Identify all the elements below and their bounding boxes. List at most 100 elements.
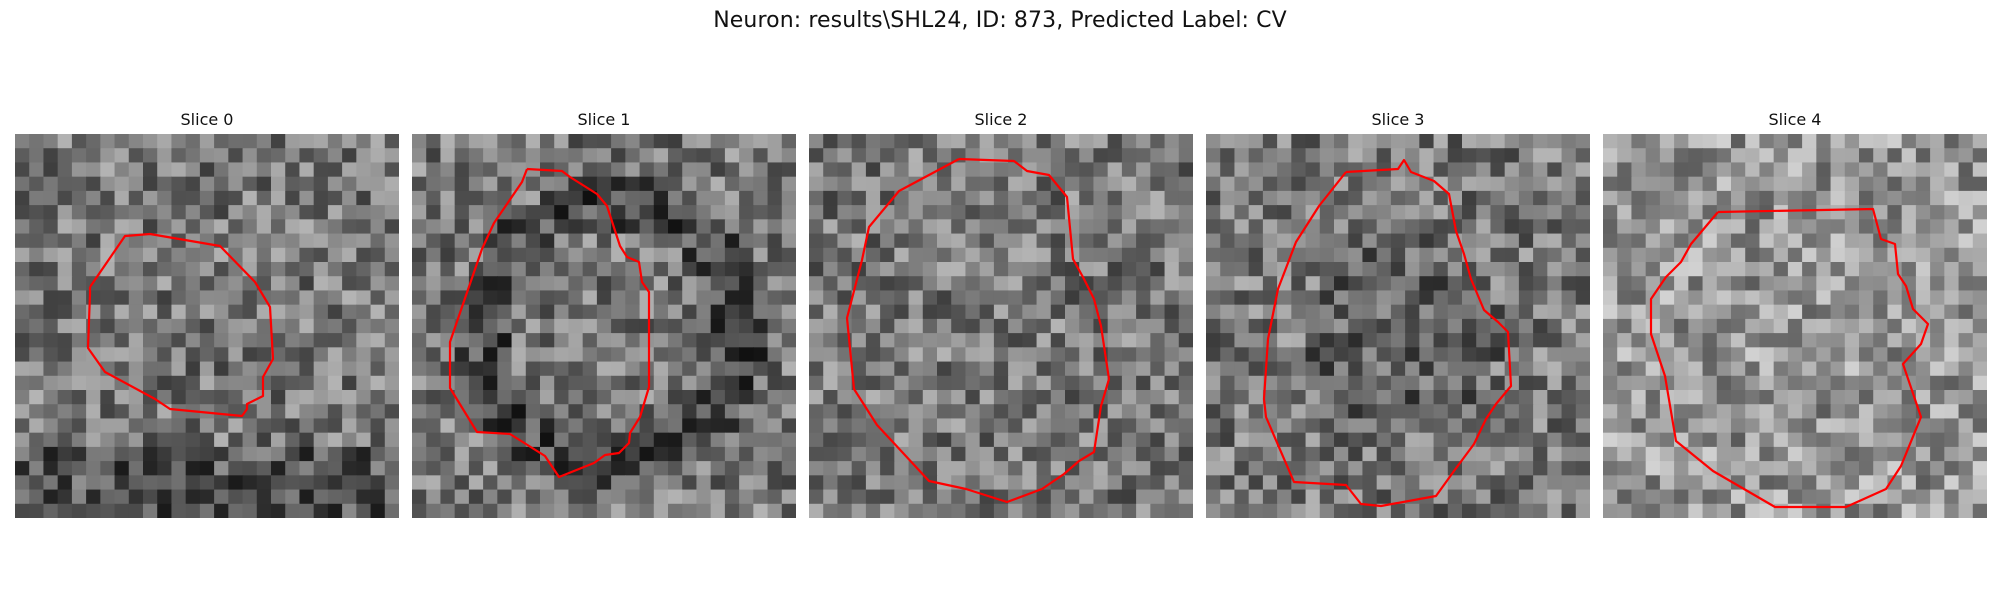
pixel-cell xyxy=(582,361,598,377)
pixel-cell xyxy=(1745,503,1761,518)
pixel-cell xyxy=(582,262,598,277)
pixel-cell xyxy=(1107,262,1123,277)
pixel-cell xyxy=(1121,432,1137,448)
pixel-cell xyxy=(1433,176,1449,192)
pixel-cell xyxy=(1561,318,1577,334)
pixel-cell xyxy=(880,290,895,306)
pixel-cell xyxy=(653,475,669,491)
pixel-cell xyxy=(753,162,769,178)
pixel-cell xyxy=(100,361,116,377)
pixel-cell xyxy=(1745,432,1761,448)
pixel-cell xyxy=(128,190,144,206)
pixel-cell xyxy=(497,390,513,405)
pixel-cell xyxy=(753,333,769,348)
pixel-cell xyxy=(554,205,570,220)
pixel-cell xyxy=(1802,219,1817,235)
pixel-cell xyxy=(1830,347,1846,363)
pixel-cell xyxy=(1022,446,1038,462)
pixel-cell xyxy=(214,247,229,263)
pixel-cell xyxy=(1915,304,1931,320)
pixel-cell xyxy=(554,148,570,164)
pixel-cell xyxy=(128,205,144,220)
pixel-cell xyxy=(1901,190,1917,206)
pixel-cell xyxy=(1206,162,1221,178)
pixel-cell xyxy=(1234,361,1250,377)
pixel-cell xyxy=(1944,205,1960,220)
pixel-cell xyxy=(710,404,726,420)
pixel-cell xyxy=(228,219,244,235)
pixel-cell xyxy=(1603,290,1618,306)
pixel-cell xyxy=(185,475,201,491)
pixel-cell xyxy=(57,276,73,292)
pixel-cell xyxy=(1659,162,1675,178)
pixel-cell xyxy=(1262,461,1278,476)
pixel-cell xyxy=(767,432,783,448)
pixel-cell xyxy=(1745,418,1761,434)
pixel-cell xyxy=(356,404,372,420)
pixel-cell xyxy=(1844,475,1860,491)
pixel-cell xyxy=(1972,361,1987,377)
pixel-cell xyxy=(1958,461,1974,476)
pixel-cell xyxy=(299,489,315,505)
pixel-cell xyxy=(1008,233,1023,249)
pixel-cell xyxy=(1603,205,1618,220)
pixel-cell xyxy=(1645,318,1661,334)
pixel-cell xyxy=(128,162,144,178)
pixel-cell xyxy=(979,446,995,462)
pixel-cell xyxy=(951,162,967,178)
pixel-cell xyxy=(1065,375,1080,391)
pixel-cell xyxy=(86,475,101,491)
pixel-cell xyxy=(271,432,286,448)
pixel-cell xyxy=(214,361,229,377)
pixel-cell xyxy=(851,134,867,149)
pixel-cell xyxy=(1702,318,1718,334)
pixel-cell xyxy=(625,347,641,363)
pixel-cell xyxy=(1462,375,1477,391)
pixel-cell xyxy=(739,446,754,462)
pixel-cell xyxy=(228,475,244,491)
pixel-cell xyxy=(1802,446,1817,462)
pixel-cell xyxy=(1830,489,1846,505)
pixel-cell xyxy=(1944,475,1960,491)
pixel-cell xyxy=(1206,418,1221,434)
pixel-cell xyxy=(1518,148,1534,164)
pixel-cell xyxy=(1405,190,1420,206)
pixel-cell xyxy=(525,148,541,164)
pixel-cell xyxy=(29,361,45,377)
pixel-cell xyxy=(342,190,357,206)
pixel-cell xyxy=(1447,446,1463,462)
pixel-cell xyxy=(1291,390,1307,405)
pixel-cell xyxy=(880,176,895,192)
pixel-cell xyxy=(256,375,272,391)
pixel-cell xyxy=(1773,205,1789,220)
pixel-cell xyxy=(171,190,187,206)
pixel-cell xyxy=(1433,262,1449,277)
pixel-cell xyxy=(1291,503,1307,518)
pixel-cell xyxy=(454,205,470,220)
pixel-cell xyxy=(894,489,910,505)
pixel-cell xyxy=(356,446,372,462)
pixel-cell xyxy=(256,190,272,206)
pixel-cell xyxy=(1603,176,1618,192)
pixel-cell xyxy=(1348,219,1364,235)
pixel-cell xyxy=(951,347,967,363)
pixel-cell xyxy=(1036,503,1052,518)
pixel-cell xyxy=(682,390,698,405)
pixel-cell xyxy=(1930,446,1945,462)
pixel-cell xyxy=(611,375,626,391)
pixel-cell xyxy=(540,276,555,292)
pixel-cell xyxy=(965,446,981,462)
pixel-cell xyxy=(1447,475,1463,491)
pixel-cell xyxy=(143,347,158,363)
pixel-cell xyxy=(1631,205,1647,220)
pixel-cell xyxy=(1533,290,1548,306)
pixel-cell xyxy=(1816,375,1832,391)
pixel-cell xyxy=(965,162,981,178)
pixel-cell xyxy=(1830,190,1846,206)
pixel-cell xyxy=(908,475,924,491)
pixel-cell xyxy=(86,190,101,206)
pixel-cell xyxy=(1518,503,1534,518)
pixel-cell xyxy=(1603,461,1618,476)
pixel-cell xyxy=(228,162,244,178)
pixel-cell xyxy=(143,446,158,462)
